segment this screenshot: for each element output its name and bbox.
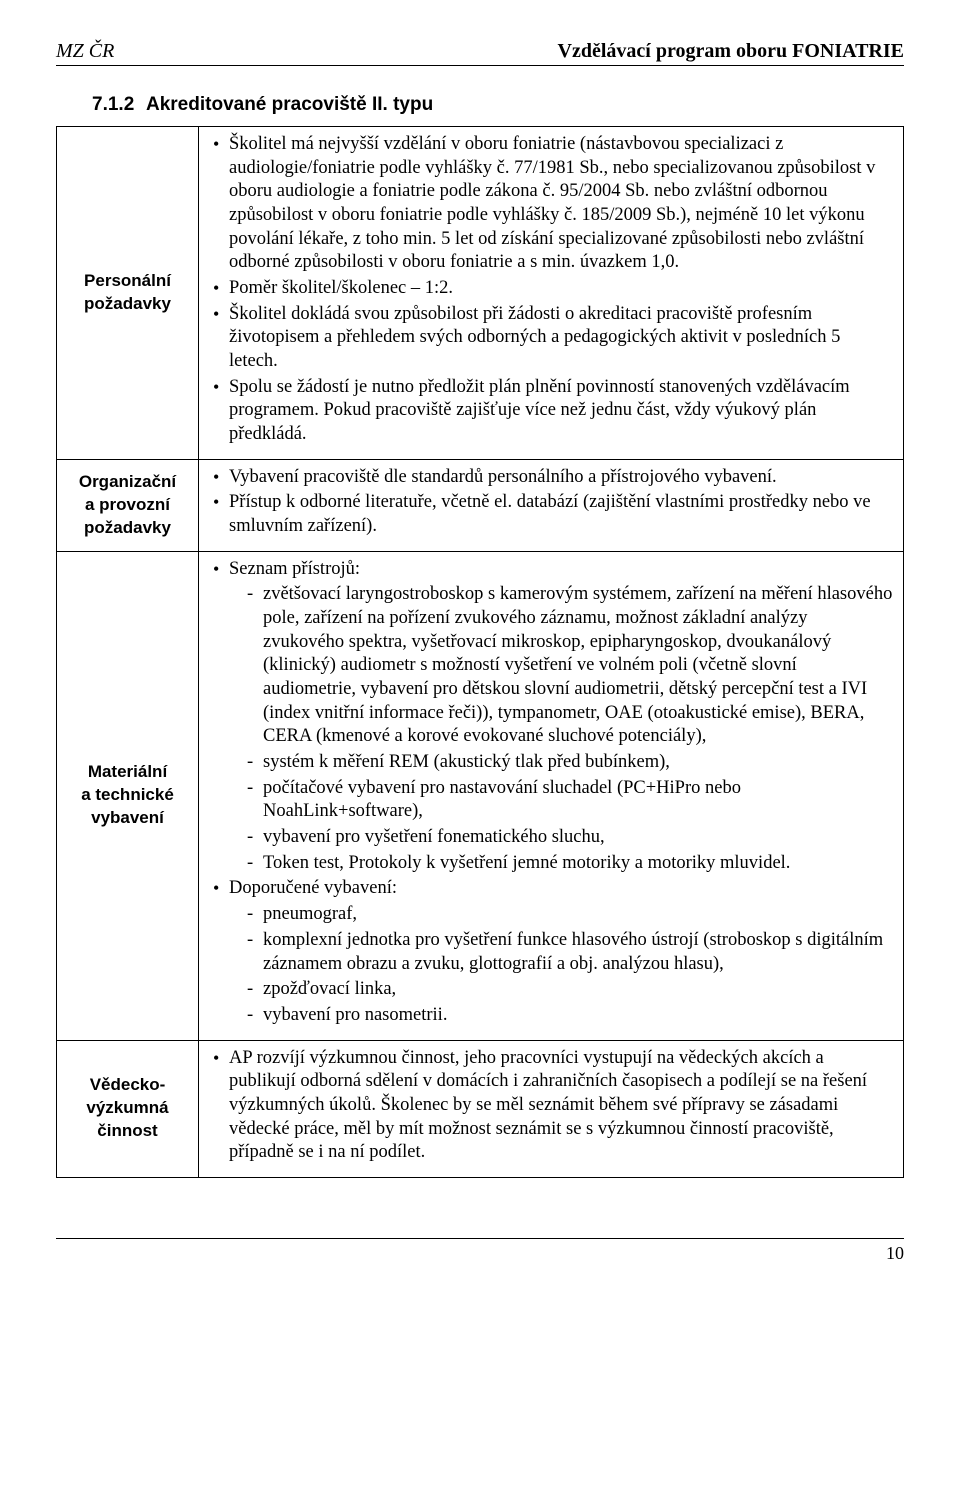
- list-item: Spolu se žádostí je nutno předložit plán…: [209, 376, 893, 447]
- row-content-vedecko: AP rozvíjí výzkumnou činnost, jeho praco…: [199, 1040, 904, 1177]
- list-item: Vybavení pracoviště dle standardů person…: [209, 466, 893, 490]
- list-item: vybavení pro nasometrii.: [247, 1004, 893, 1028]
- row-content-personal: Školitel má nejvyšší vzdělání v oboru fo…: [199, 127, 904, 460]
- label-text: Personálnípožadavky: [84, 271, 171, 313]
- text: zpožďovací linka,: [263, 979, 396, 999]
- text: Seznam přístrojů:: [229, 559, 360, 579]
- sublist: zvětšovací laryngostroboskop s kamerovým…: [229, 583, 893, 875]
- text: zvětšovací laryngostroboskop s kamerovým…: [263, 584, 892, 746]
- row-label-material: Materiálnía technickévybavení: [57, 551, 199, 1040]
- page: MZ ČR Vzdělávací program oboru FONIATRIE…: [0, 0, 960, 1294]
- list: Školitel má nejvyšší vzdělání v oboru fo…: [209, 133, 893, 447]
- list: Seznam přístrojů: zvětšovací laryngostro…: [209, 558, 893, 1028]
- header-left: MZ ČR: [56, 40, 114, 63]
- page-footer: 10: [56, 1238, 904, 1264]
- list-item: pneumograf,: [247, 903, 893, 927]
- row-label-personal: Personálnípožadavky: [57, 127, 199, 460]
- list-item: Školitel dokládá svou způsobilost při žá…: [209, 303, 893, 374]
- list-item: počítačové vybavení pro nastavování sluc…: [247, 777, 893, 824]
- text: komplexní jednotka pro vyšetření funkce …: [263, 930, 883, 974]
- text: Vybavení pracoviště dle standardů person…: [229, 467, 777, 487]
- label-text: Vědecko-výzkumnáčinnost: [86, 1075, 168, 1140]
- list-item: Školitel má nejvyšší vzdělání v oboru fo…: [209, 133, 893, 275]
- list-item: vybavení pro vyšetření fonematického slu…: [247, 826, 893, 850]
- list: AP rozvíjí výzkumnou činnost, jeho praco…: [209, 1047, 893, 1165]
- sublist: pneumograf, komplexní jednotka pro vyšet…: [229, 903, 893, 1027]
- text: Školitel dokládá svou způsobilost při žá…: [229, 304, 840, 371]
- list-item: AP rozvíjí výzkumnou činnost, jeho praco…: [209, 1047, 893, 1165]
- text: Doporučené vybavení:: [229, 878, 397, 898]
- list-item: Token test, Protokoly k vyšetření jemné …: [247, 852, 893, 876]
- table-row: Personálnípožadavky Školitel má nejvyšší…: [57, 127, 904, 460]
- table-row: Vědecko-výzkumnáčinnost AP rozvíjí výzku…: [57, 1040, 904, 1177]
- page-number: 10: [886, 1243, 904, 1263]
- text: Token test, Protokoly k vyšetření jemné …: [263, 853, 790, 873]
- table-row: Materiálnía technickévybavení Seznam pří…: [57, 551, 904, 1040]
- text: Přístup k odborné literatuře, včetně el.…: [229, 492, 871, 536]
- section-number: 7.1.2: [92, 94, 146, 116]
- list-item: Seznam přístrojů: zvětšovací laryngostro…: [209, 558, 893, 876]
- text: AP rozvíjí výzkumnou činnost, jeho praco…: [229, 1048, 867, 1163]
- list-item: Přístup k odborné literatuře, včetně el.…: [209, 491, 893, 538]
- label-text: Materiálnía technickévybavení: [81, 762, 174, 827]
- text: Spolu se žádostí je nutno předložit plán…: [229, 377, 850, 444]
- section-title-text: Akreditované pracoviště II. typu: [146, 94, 433, 115]
- text: vybavení pro nasometrii.: [263, 1005, 447, 1025]
- header-right: Vzdělávací program oboru FONIATRIE: [558, 40, 904, 63]
- requirements-table: Personálnípožadavky Školitel má nejvyšší…: [56, 126, 904, 1178]
- label-text: Organizačnía provoznípožadavky: [79, 472, 176, 537]
- text: Poměr školitel/školenec – 1:2.: [229, 278, 453, 298]
- row-label-vedecko: Vědecko-výzkumnáčinnost: [57, 1040, 199, 1177]
- row-content-org: Vybavení pracoviště dle standardů person…: [199, 459, 904, 551]
- section-title: 7.1.2Akreditované pracoviště II. typu: [92, 94, 904, 116]
- text: počítačové vybavení pro nastavování sluc…: [263, 778, 741, 822]
- table-row: Organizačnía provoznípožadavky Vybavení …: [57, 459, 904, 551]
- text: vybavení pro vyšetření fonematického slu…: [263, 827, 605, 847]
- list-item: Doporučené vybavení: pneumograf, komplex…: [209, 877, 893, 1027]
- row-content-material: Seznam přístrojů: zvětšovací laryngostro…: [199, 551, 904, 1040]
- list-item: systém k měření REM (akustický tlak před…: [247, 751, 893, 775]
- list-item: zvětšovací laryngostroboskop s kamerovým…: [247, 583, 893, 749]
- list: Vybavení pracoviště dle standardů person…: [209, 466, 893, 539]
- list-item: Poměr školitel/školenec – 1:2.: [209, 277, 893, 301]
- list-item: komplexní jednotka pro vyšetření funkce …: [247, 929, 893, 976]
- row-label-org: Organizačnía provoznípožadavky: [57, 459, 199, 551]
- text: pneumograf,: [263, 904, 357, 924]
- page-header: MZ ČR Vzdělávací program oboru FONIATRIE: [56, 40, 904, 66]
- text: Školitel má nejvyšší vzdělání v oboru fo…: [229, 134, 875, 272]
- text: systém k měření REM (akustický tlak před…: [263, 752, 670, 772]
- list-item: zpožďovací linka,: [247, 978, 893, 1002]
